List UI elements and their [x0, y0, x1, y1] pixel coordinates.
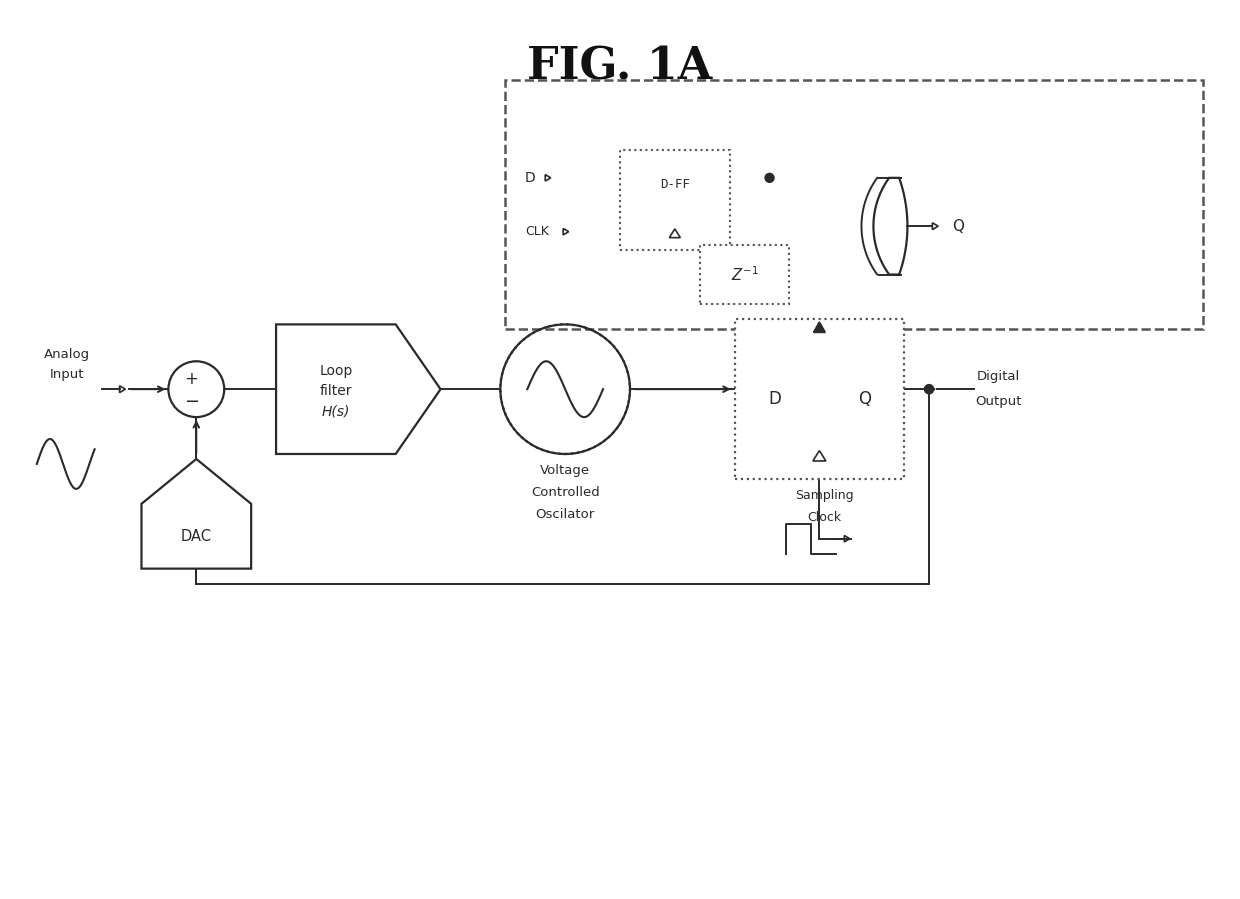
- Text: $Z^{-1}$: $Z^{-1}$: [730, 265, 759, 284]
- Text: −: −: [184, 393, 198, 411]
- Text: Input: Input: [50, 368, 84, 381]
- Text: filter: filter: [320, 384, 352, 398]
- Polygon shape: [813, 322, 825, 333]
- Text: Voltage: Voltage: [541, 464, 590, 477]
- Text: Oscilator: Oscilator: [536, 508, 595, 521]
- Bar: [699, 245, 790, 305]
- Text: Q: Q: [858, 390, 870, 408]
- Bar: [734, 319, 904, 479]
- Bar: [506, 80, 1203, 329]
- Text: Loop: Loop: [319, 364, 352, 378]
- Text: Q: Q: [952, 218, 965, 234]
- Polygon shape: [873, 178, 908, 274]
- Circle shape: [765, 174, 774, 182]
- Bar: [620, 150, 729, 250]
- Text: Sampling: Sampling: [795, 489, 853, 502]
- Text: H(s): H(s): [321, 405, 350, 418]
- Circle shape: [925, 385, 934, 394]
- Text: Digital: Digital: [977, 369, 1021, 383]
- Text: Output: Output: [976, 395, 1022, 407]
- Text: Clock: Clock: [807, 511, 842, 524]
- Polygon shape: [141, 459, 252, 569]
- Text: CLK: CLK: [526, 225, 549, 238]
- Text: DAC: DAC: [181, 529, 212, 544]
- Text: D: D: [768, 390, 781, 408]
- Text: D: D: [525, 171, 536, 185]
- Polygon shape: [277, 325, 440, 454]
- Text: +: +: [185, 370, 198, 388]
- Text: Analog: Analog: [43, 348, 89, 360]
- Text: D-FF: D-FF: [660, 178, 689, 191]
- Text: FIG. 1A: FIG. 1A: [527, 45, 713, 88]
- Text: Controlled: Controlled: [531, 485, 600, 499]
